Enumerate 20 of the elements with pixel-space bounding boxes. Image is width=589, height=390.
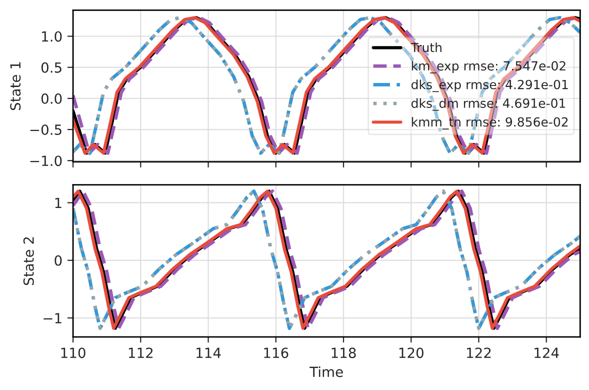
x-tick-label: 116 [264,348,288,358]
x-tick-label: 118 [332,348,356,358]
x-tick-label: 120 [399,348,424,358]
y-axis-title: State 2 [23,237,34,285]
x-axis-title: Time [310,366,343,378]
y-tick-label: −1 [44,313,62,324]
x-tick-label: 122 [467,348,491,358]
y-tick-label: −1.0 [30,156,62,166]
x-tick-label: 114 [196,348,221,358]
y-tick-label: 0.0 [41,93,62,104]
y-tick-label: 0.5 [41,62,62,73]
y-tick-label: 0 [54,255,62,266]
y-tick-label: 1 [55,198,62,208]
x-tick-label: 112 [128,348,153,358]
y-tick-label: 1.0 [42,31,62,42]
y-axis-title: State 1 [10,62,21,110]
y-tick-label: −0.5 [30,124,62,135]
legend-label: Truth [410,42,442,52]
x-tick-label: 124 [534,348,559,358]
x-tick-label: 110 [61,348,86,358]
